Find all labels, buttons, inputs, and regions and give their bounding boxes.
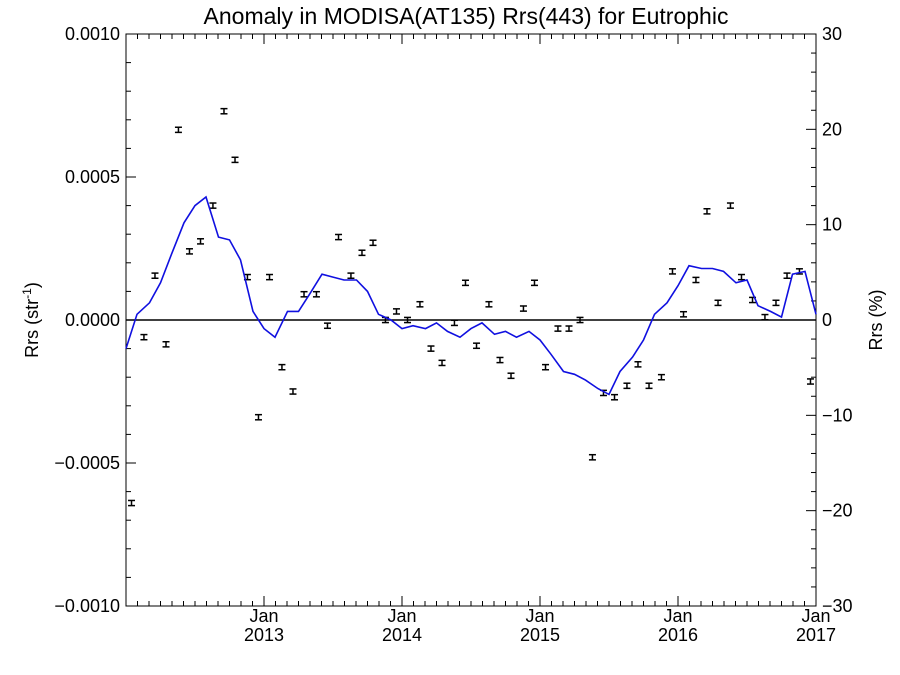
- y-right-tick-label: −30: [822, 596, 853, 616]
- x-tick-month-label: Jan: [249, 606, 278, 626]
- y-right-tick-label: −20: [822, 501, 853, 521]
- x-tick-year-label: 2014: [382, 625, 422, 645]
- x-tick-month-label: Jan: [801, 606, 830, 626]
- chart-title: Anomaly in MODISA(AT135) Rrs(443) for Eu…: [204, 3, 729, 29]
- x-tick-year-label: 2015: [520, 625, 560, 645]
- y-axis-left-label-sup: -1: [20, 288, 34, 299]
- x-tick-month-label: Jan: [525, 606, 554, 626]
- x-tick-year-label: 2017: [796, 625, 836, 645]
- y-axis-right-label: Rrs (%): [866, 290, 886, 351]
- y-left-tick-label: 0.0005: [65, 167, 120, 187]
- anomaly-line: [125, 195, 817, 396]
- y-right-tick-label: −10: [822, 405, 853, 425]
- y-left-tick-label: 0.0010: [65, 24, 120, 44]
- y-axis-left-label: Rrs (str-1): [20, 282, 42, 358]
- y-right-tick-label: 10: [822, 215, 842, 235]
- y-left-tick-label: −0.0010: [54, 596, 120, 616]
- x-tick-year-label: 2016: [658, 625, 698, 645]
- y-axis-left-label-base: Rrs (str: [22, 299, 42, 358]
- y-axis-left-label-tail: ): [22, 282, 42, 288]
- y-left-tick-label: 0.0000: [65, 310, 120, 330]
- x-tick-month-label: Jan: [663, 606, 692, 626]
- x-tick-year-label: 2013: [244, 625, 284, 645]
- y-left-tick-label: −0.0005: [54, 453, 120, 473]
- y-right-tick-label: 30: [822, 24, 842, 44]
- x-tick-month-label: Jan: [387, 606, 416, 626]
- y-right-tick-label: 0: [822, 310, 832, 330]
- y-right-tick-label: 20: [822, 119, 842, 139]
